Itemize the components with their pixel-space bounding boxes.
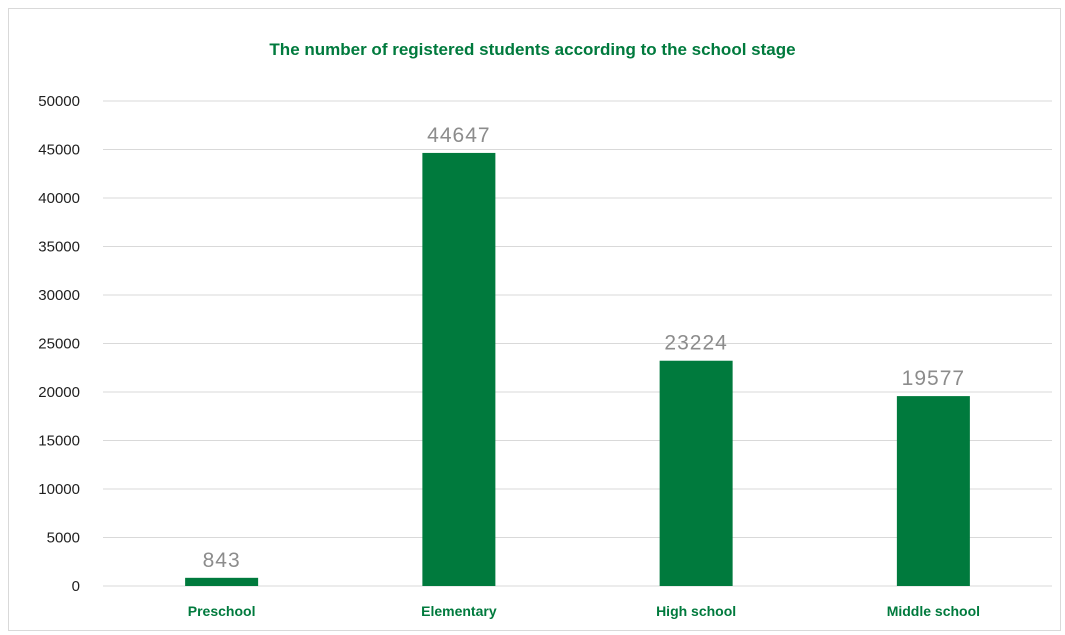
bar-elementary bbox=[422, 152, 496, 586]
data-label: 44647 bbox=[427, 124, 490, 147]
data-label: 843 bbox=[203, 549, 241, 572]
x-category-label: Middle school bbox=[887, 603, 980, 619]
x-category-label: High school bbox=[656, 603, 736, 619]
y-tick-label: 0 bbox=[72, 578, 80, 595]
bars bbox=[185, 152, 970, 586]
y-tick-label: 45000 bbox=[38, 142, 80, 159]
bar-preschool bbox=[185, 577, 259, 586]
bar-middle-school bbox=[896, 396, 970, 586]
y-tick-label: 15000 bbox=[38, 433, 80, 450]
x-category-label: Elementary bbox=[421, 603, 497, 619]
chart-frame bbox=[8, 8, 1061, 631]
x-axis-categories: Preschool Elementary High school Middle sch… bbox=[188, 603, 980, 619]
gridlines bbox=[103, 100, 1052, 587]
x-category-label: Preschool bbox=[188, 603, 256, 619]
data-label: 19577 bbox=[902, 367, 965, 390]
y-tick-label: 10000 bbox=[38, 481, 80, 498]
y-tick-label: 40000 bbox=[38, 190, 80, 207]
y-tick-label: 25000 bbox=[38, 336, 80, 353]
chart-title: The number of registered students accord… bbox=[269, 40, 796, 59]
y-tick-label: 35000 bbox=[38, 239, 80, 256]
data-label: 23224 bbox=[664, 332, 727, 355]
y-tick-label: 30000 bbox=[38, 287, 80, 304]
y-tick-label: 20000 bbox=[38, 384, 80, 401]
y-tick-label: 5000 bbox=[47, 530, 80, 547]
data-labels: 843 44647 23224 19577 bbox=[203, 124, 965, 572]
bar-high-school bbox=[659, 360, 733, 586]
y-axis-ticks: 0 5000 10000 15000 20000 25000 30000 35000 40000… bbox=[38, 93, 80, 595]
y-tick-label: 50000 bbox=[38, 93, 80, 110]
